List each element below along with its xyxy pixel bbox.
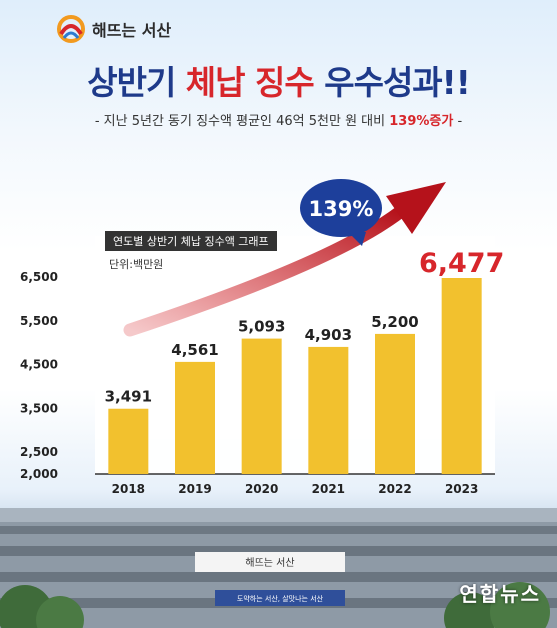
bar-2018: [108, 408, 149, 474]
bar-2019: [175, 361, 215, 474]
subheadline-end: -: [453, 114, 463, 129]
tree-left-2: [36, 596, 84, 628]
chart-title-box: [105, 231, 277, 251]
chart-unit: 단위:백만원: [109, 258, 163, 271]
subheadline-text: - 지난 5년간 동기 징수액 평균인 46억 5천만 원 대비: [94, 114, 390, 129]
brand-name: 해뜨는 서산: [92, 21, 172, 40]
y-tick-label: 3,500: [20, 401, 58, 415]
growth-badge: 139%: [300, 179, 382, 246]
value-label-2023: 6,477: [419, 248, 504, 279]
headline-highlight: 체납 징수: [185, 63, 315, 102]
plot-area: [95, 236, 495, 474]
headline-part-3: 우수성과!!: [313, 63, 471, 102]
x-tick-label: 2022: [378, 482, 411, 496]
x-tick-label: 2023: [445, 482, 478, 496]
value-label-2020: 5,093: [238, 318, 285, 336]
headline-part-1: 상반기: [87, 63, 186, 102]
sun-logo-icon: [57, 15, 85, 43]
x-tick-label: 2019: [178, 482, 211, 496]
x-tick-label: 2020: [245, 482, 278, 496]
bar-2022: [375, 333, 415, 474]
tree-right: [444, 592, 496, 628]
growth-badge-label: 139%: [309, 197, 374, 221]
value-label-2019: 4,561: [171, 341, 218, 359]
y-tick-label: 4,500: [20, 358, 58, 372]
building-banner: 도약하는 서산, 살맛나는 서산: [237, 594, 324, 603]
y-tick-label: 2,000: [20, 467, 58, 481]
y-tick-label: 2,500: [20, 445, 58, 459]
bar-2023: [441, 278, 482, 474]
value-label-2022: 5,200: [371, 313, 418, 331]
y-tick-label: 6,500: [20, 270, 58, 284]
y-tick-label: 5,500: [20, 314, 58, 328]
subheadline: - 지난 5년간 동기 징수액 평균인 46억 5천만 원 대비 139%증가 …: [0, 110, 557, 129]
watermark: 연합뉴스: [459, 578, 541, 607]
value-label-2018: 3,491: [105, 388, 152, 406]
headline: 상반기 체납 징수 우수성과!!: [0, 56, 557, 104]
brand-logo: 해뜨는 서산: [56, 14, 171, 44]
x-tick-label: 2021: [312, 482, 345, 496]
city-hall-building: 해뜨는 서산 도약하는 서산, 살맛나는 서산: [0, 508, 557, 628]
growth-arrowhead: [386, 182, 446, 234]
growth-arrow: [123, 205, 407, 337]
subheadline-highlight: 139%증가: [389, 114, 454, 129]
watermark-main: 연합뉴스: [459, 582, 541, 606]
building-sign: 해뜨는 서산: [245, 556, 294, 569]
bar-2020: [241, 338, 282, 474]
value-label-2021: 4,903: [305, 326, 352, 344]
x-tick-label: 2018: [112, 482, 145, 496]
chart-title: 연도별 상반기 체납 징수액 그래프: [113, 235, 269, 248]
bar-2021: [308, 346, 349, 474]
tree-right-2: [490, 582, 550, 628]
